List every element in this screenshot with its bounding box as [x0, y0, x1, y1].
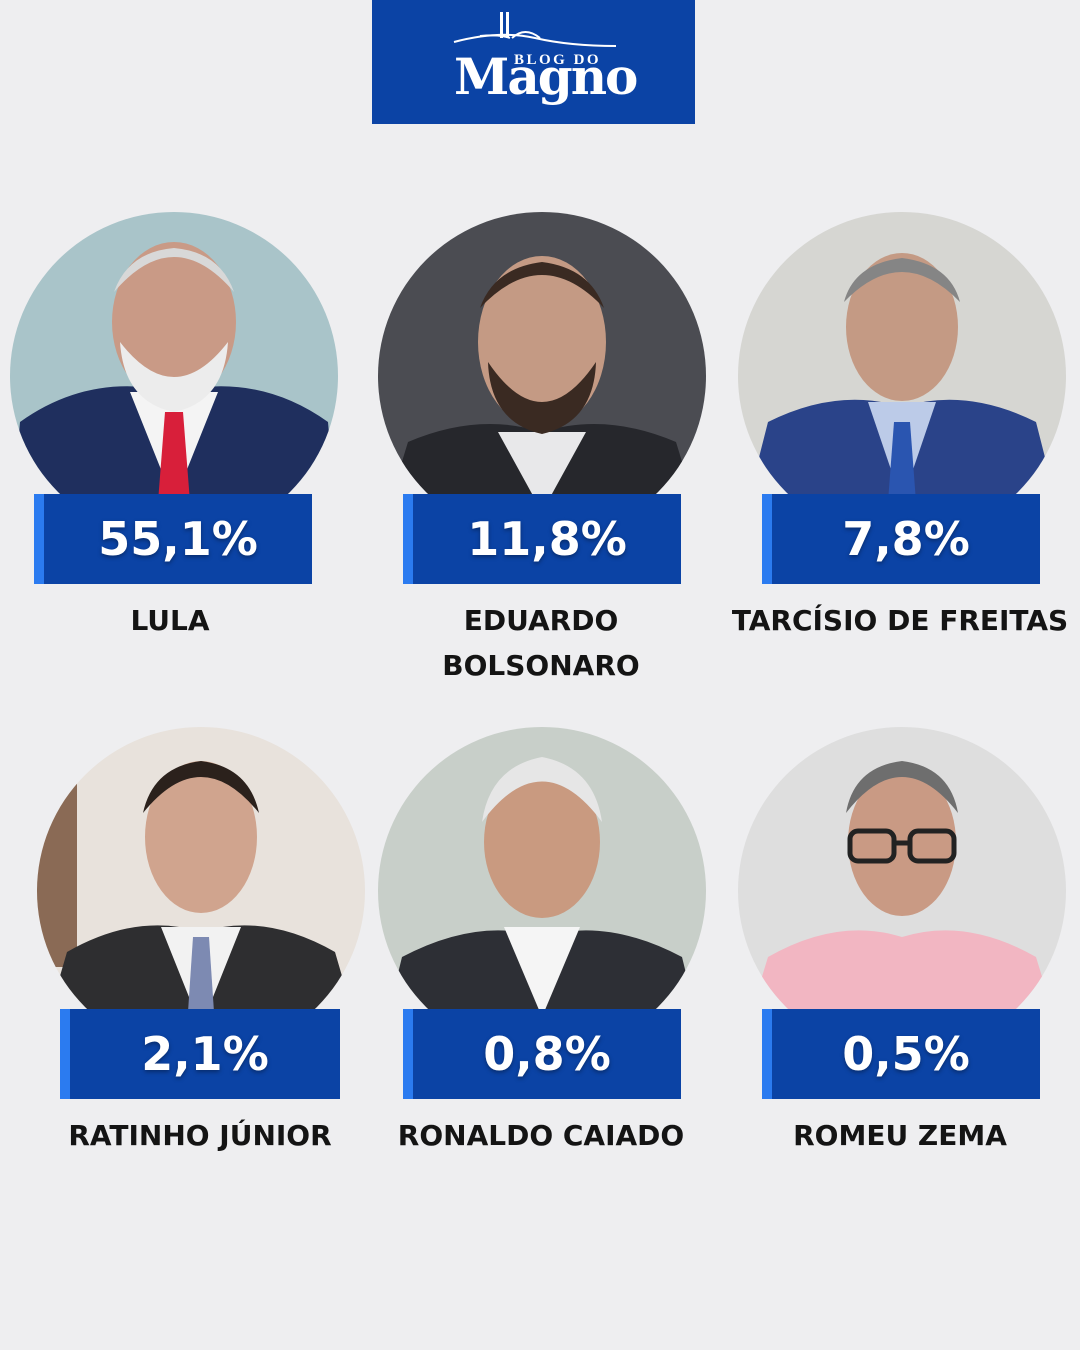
- percentage-box: 55,1%: [34, 494, 312, 584]
- candidate-photo: [738, 727, 1066, 1055]
- percentage-box: 0,5%: [762, 1009, 1040, 1099]
- percentage-value: 0,5%: [842, 1027, 970, 1081]
- portrait-image: [378, 727, 706, 1055]
- candidate-photo: [37, 727, 365, 1055]
- candidate-card-ratinho-junior: 2,1% RATINHO JÚNIOR: [20, 727, 380, 1197]
- percentage-box: 0,8%: [403, 1009, 681, 1099]
- candidate-photo: [378, 727, 706, 1055]
- percentage-value: 0,8%: [483, 1027, 611, 1081]
- portrait-image: [37, 727, 365, 1055]
- percentage-box: 7,8%: [762, 494, 1040, 584]
- candidate-name: TARCÍSIO DE FREITAS: [731, 604, 1069, 637]
- candidate-photo: [738, 212, 1066, 540]
- candidate-card-lula: 55,1% LULA: [0, 212, 350, 682]
- percentage-box: 2,1%: [60, 1009, 340, 1099]
- candidate-card-ronaldo-caiado: 0,8% RONALDO CAIADO: [361, 727, 721, 1197]
- candidate-name: RONALDO CAIADO: [397, 1119, 685, 1152]
- percentage-value: 2,1%: [141, 1027, 269, 1081]
- candidate-name: EDUARDO BOLSONARO: [442, 604, 640, 682]
- portrait-image: [378, 212, 706, 540]
- candidate-card-tarcisio-de-freitas: 7,8% TARCÍSIO DE FREITAS: [720, 212, 1080, 682]
- candidate-name: LULA: [130, 604, 210, 637]
- portrait-image: [738, 727, 1066, 1055]
- candidate-card-romeu-zema: 0,5% ROMEU ZEMA: [720, 727, 1080, 1197]
- percentage-value: 55,1%: [98, 512, 258, 566]
- portrait-image: [10, 212, 338, 540]
- candidate-photo: [10, 212, 338, 540]
- candidate-name: RATINHO JÚNIOR: [68, 1119, 332, 1152]
- portrait-image: [738, 212, 1066, 540]
- percentage-value: 11,8%: [467, 512, 627, 566]
- percentage-box: 11,8%: [403, 494, 681, 584]
- candidate-card-eduardo-bolsonaro: 11,8% EDUARDO BOLSONARO: [361, 212, 721, 682]
- congress-building-icon: [453, 12, 617, 47]
- logo-big-text: Magno: [454, 47, 638, 106]
- candidate-name: ROMEU ZEMA: [793, 1119, 1007, 1152]
- blog-do-magno-logo: BLOG DO Magno: [372, 0, 695, 124]
- percentage-value: 7,8%: [842, 512, 970, 566]
- logo-small-text: BLOG DO: [514, 52, 602, 68]
- candidate-photo: [378, 212, 706, 540]
